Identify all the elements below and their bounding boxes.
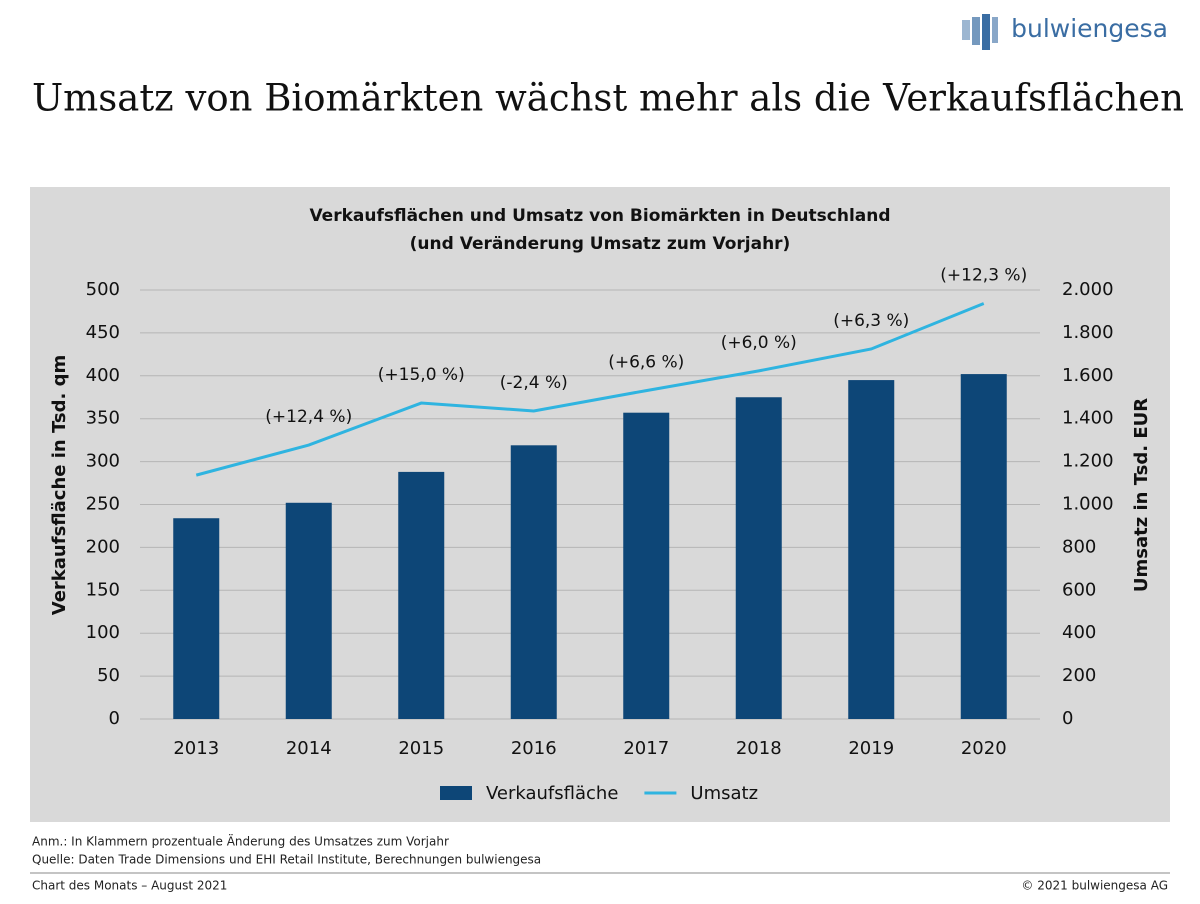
bar xyxy=(848,380,895,719)
change-label: (+6,3 %) xyxy=(833,311,909,331)
y-tick-label: 250 xyxy=(86,494,120,515)
bar xyxy=(510,445,557,719)
page-title: Umsatz von Biomärkten wächst mehr als di… xyxy=(32,77,1184,120)
logo-text: bulwiengesa xyxy=(1011,14,1168,43)
change-label: (-2,4 %) xyxy=(500,373,568,393)
legend-swatch xyxy=(440,786,472,800)
y2-tick-label: 200 xyxy=(1062,665,1096,686)
x-tick-label: 2019 xyxy=(848,738,894,759)
y-tick-label: 50 xyxy=(97,665,120,686)
logo-icon xyxy=(962,14,998,50)
y-tick-label: 300 xyxy=(86,451,120,472)
footer-left: Chart des Monats – August 2021 xyxy=(32,879,227,893)
y-tick-label: 450 xyxy=(86,322,120,343)
y2-axis-label: Umsatz in Tsd. EUR xyxy=(1131,398,1152,592)
bar xyxy=(285,502,332,719)
y-tick-label: 500 xyxy=(86,279,120,300)
x-tick-label: 2014 xyxy=(286,738,332,759)
x-tick-label: 2015 xyxy=(398,738,444,759)
chart-title: Verkaufsflächen und Umsatz von Biomärkte… xyxy=(309,206,890,226)
y-tick-label: 100 xyxy=(86,622,120,643)
y2-tick-label: 600 xyxy=(1062,579,1096,600)
bar xyxy=(173,518,220,719)
y-axis-label: Verkaufsfläche in Tsd. qm xyxy=(49,355,70,615)
y2-tick-label: 1.200 xyxy=(1062,451,1114,472)
y2-tick-label: 1.400 xyxy=(1062,408,1114,429)
y2-tick-label: 800 xyxy=(1062,536,1096,557)
y2-tick-label: 0 xyxy=(1062,708,1073,729)
note: Quelle: Daten Trade Dimensions und EHI R… xyxy=(32,853,541,867)
bar xyxy=(735,397,782,719)
x-tick-label: 2013 xyxy=(173,738,219,759)
y-tick-label: 150 xyxy=(86,579,120,600)
plot: 0 50 100 150 200 250 300 350 400 450 500 0 200 400 600… xyxy=(86,266,1114,804)
change-label: (+12,4 %) xyxy=(265,407,352,427)
bar xyxy=(623,412,670,719)
change-label: (+6,6 %) xyxy=(608,353,684,373)
chart-subtitle: (und Veränderung Umsatz zum Vorjahr) xyxy=(410,234,791,254)
y2-tick-label: 1.800 xyxy=(1062,322,1114,343)
change-label: (+15,0 %) xyxy=(378,365,465,385)
y-tick-label: 0 xyxy=(109,708,120,729)
y2-tick-label: 400 xyxy=(1062,622,1096,643)
x-tick-label: 2016 xyxy=(511,738,557,759)
note: Anm.: In Klammern prozentuale Änderung d… xyxy=(32,834,449,849)
y-tick-label: 350 xyxy=(86,408,120,429)
footer-right: © 2021 bulwiengesa AG xyxy=(1021,879,1168,893)
y-tick-label: 400 xyxy=(86,365,120,386)
y2-tick-label: 1.600 xyxy=(1062,365,1114,386)
legend-label: Verkaufsfläche xyxy=(486,783,618,804)
change-label: (+6,0 %) xyxy=(721,333,797,353)
change-label: (+12,3 %) xyxy=(940,266,1027,286)
y-tick-label: 200 xyxy=(86,536,120,557)
line xyxy=(195,302,985,477)
bar xyxy=(398,471,445,719)
x-tick-label: 2020 xyxy=(961,738,1007,759)
y2-tick-label: 2.000 xyxy=(1062,279,1114,300)
y2-tick-label: 1.000 xyxy=(1062,494,1114,515)
x-tick-label: 2017 xyxy=(623,738,669,759)
legend-label: Umsatz xyxy=(690,783,758,804)
x-tick-label: 2018 xyxy=(736,738,782,759)
bar xyxy=(960,374,1007,719)
